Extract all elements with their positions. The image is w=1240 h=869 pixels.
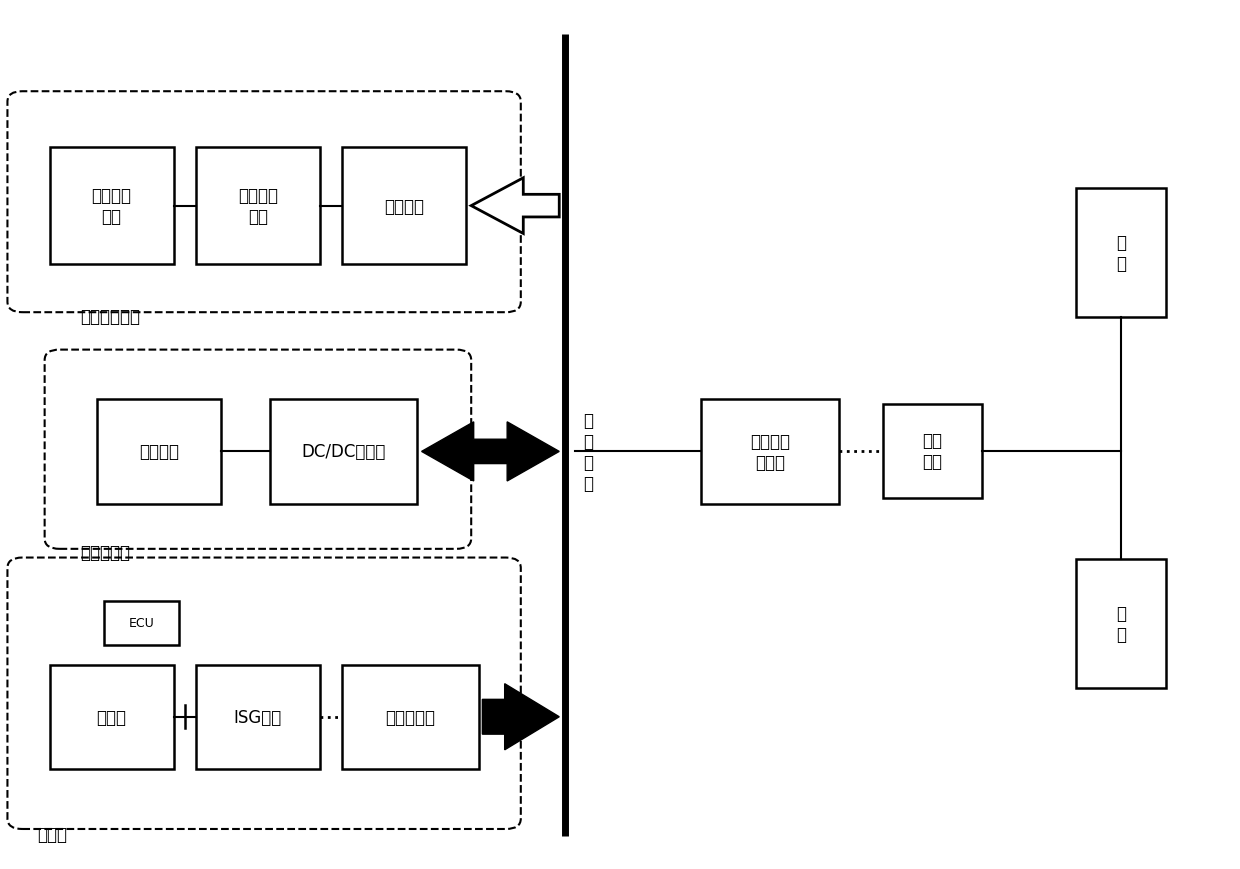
Text: 车载充电
装置: 车载充电 装置 xyxy=(92,187,131,226)
Bar xyxy=(270,400,417,504)
Text: 驱动电机
控制器: 驱动电机 控制器 xyxy=(750,433,790,471)
Bar xyxy=(50,148,174,265)
Text: 电池管理
系统: 电池管理 系统 xyxy=(238,187,278,226)
Text: 动力电池系统: 动力电池系统 xyxy=(81,308,140,325)
Bar xyxy=(883,404,982,498)
Text: 直
流
母
线: 直 流 母 线 xyxy=(583,412,593,492)
Bar xyxy=(1076,189,1166,317)
Bar xyxy=(1076,560,1166,688)
Bar xyxy=(196,665,320,769)
Text: 车
轮: 车 轮 xyxy=(1116,605,1126,643)
Bar xyxy=(342,148,466,265)
Bar xyxy=(196,148,320,265)
Text: ISG电机: ISG电机 xyxy=(234,708,281,726)
Text: 电机控制器: 电机控制器 xyxy=(386,708,435,726)
Bar xyxy=(50,665,174,769)
Bar xyxy=(701,400,839,504)
Text: DC/DC变换器: DC/DC变换器 xyxy=(301,443,386,461)
Text: ECU: ECU xyxy=(129,617,154,629)
Bar xyxy=(97,400,221,504)
Polygon shape xyxy=(422,422,559,481)
Polygon shape xyxy=(471,178,559,235)
Text: 功率调节器: 功率调节器 xyxy=(81,544,130,561)
Text: 增程器: 增程器 xyxy=(37,826,67,843)
Polygon shape xyxy=(482,684,559,750)
Bar xyxy=(342,665,479,769)
Bar xyxy=(104,601,179,645)
Text: 驱动
电机: 驱动 电机 xyxy=(923,432,942,470)
Text: 动力电池: 动力电池 xyxy=(384,197,424,216)
Text: 发动机: 发动机 xyxy=(97,708,126,726)
Text: 车
轮: 车 轮 xyxy=(1116,234,1126,272)
Text: 超级电容: 超级电容 xyxy=(139,443,179,461)
